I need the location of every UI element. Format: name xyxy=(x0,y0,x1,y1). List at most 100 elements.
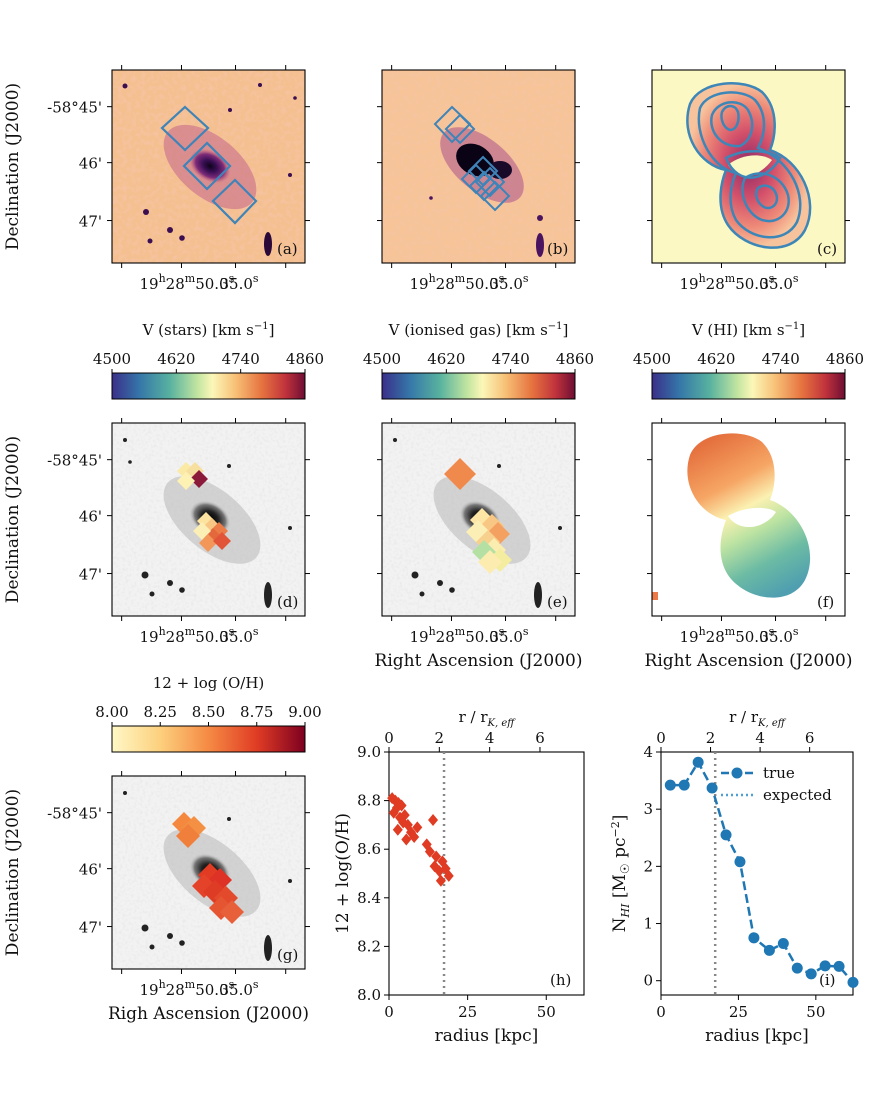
y-tick-label: 8.6 xyxy=(357,840,381,858)
colorbar-labels-2: V (HI) [km s−1] 4500 4620 4740 4860 xyxy=(633,321,864,373)
colorbar-tick-label: 4500 xyxy=(93,350,131,368)
panel-b-galaxy-core xyxy=(456,143,494,177)
ra-tick-label: 35.0s xyxy=(220,978,259,999)
panel-f-gap xyxy=(728,507,776,528)
panel-c-image xyxy=(652,70,845,263)
oh-data-point xyxy=(388,806,399,819)
panel-c-contours xyxy=(686,82,812,249)
colorbar-title: V (ionised gas) [km s−1] xyxy=(388,321,569,339)
ra-tick-label: 35.0s xyxy=(490,272,529,293)
panel-g-oh-diamonds xyxy=(172,812,244,924)
panel-frame xyxy=(381,422,576,617)
ra-axis-label: Right Ascension (J2000) xyxy=(645,651,853,671)
colorbar-tick-label: 4740 xyxy=(222,350,260,368)
hi-data-point xyxy=(692,756,704,768)
oh-data-point xyxy=(443,869,454,882)
oh-data-point xyxy=(431,850,442,863)
y-tick-label: 9.0 xyxy=(357,743,381,761)
panel-b-diamonds xyxy=(433,105,511,212)
colorbar-tick-label: 4620 xyxy=(157,350,195,368)
top-tick-label: 6 xyxy=(535,729,545,747)
x-tick-label: 0 xyxy=(656,1003,666,1021)
ra-tick-label: 19h28m50.0s xyxy=(409,272,504,293)
top-tick-label: 2 xyxy=(435,729,445,747)
hi-data-point xyxy=(678,779,690,791)
colorbar-labels-1: V (ionised gas) [km s−1] 4500 4620 4740 4860 xyxy=(363,321,594,373)
colorbar-title: V (stars) [km s−1] xyxy=(142,321,275,339)
ra-tick-label: 35.0s xyxy=(490,625,529,646)
dec-tick-label: 46' xyxy=(79,155,102,173)
oh-data-point xyxy=(392,823,403,836)
panel-b-stars xyxy=(429,196,544,257)
x-tick-label: 0 xyxy=(384,1003,394,1021)
top-tick-label: 2 xyxy=(706,729,716,747)
colorbar-tick-label: 8.25 xyxy=(144,703,177,721)
panel-frame xyxy=(651,422,846,617)
panel-tag: (a) xyxy=(277,240,298,258)
dec-tick-label: 47' xyxy=(79,919,102,937)
hi-data-point xyxy=(706,782,718,794)
colorbar-3 xyxy=(651,372,846,400)
panel-tag: (d) xyxy=(277,593,298,611)
dec-tick-label: 46' xyxy=(79,508,102,526)
colorbar-tick-label: 4620 xyxy=(427,350,465,368)
ra-axis-label: Righ Ascension (J2000) xyxy=(108,1004,309,1024)
y-tick-label: 4 xyxy=(643,743,653,761)
y-tick-label: 3 xyxy=(643,800,653,818)
colorbar-tick-label: 4860 xyxy=(286,350,324,368)
colorbar-tick-label: 4500 xyxy=(363,350,401,368)
y-tick-label: 0 xyxy=(643,972,653,990)
colorbar-2 xyxy=(381,372,576,400)
dec-axis-label: Declination (J2000) xyxy=(3,436,23,603)
colorbar-tick-label: 4500 xyxy=(633,350,671,368)
panel-g-image xyxy=(112,776,305,969)
hi-data-point xyxy=(664,779,676,791)
ra-tick-label: 19h28m50.0s xyxy=(139,978,234,999)
hi-data-point xyxy=(777,938,789,950)
legend-expected-label: expected xyxy=(763,786,832,804)
oh-data-point xyxy=(396,799,407,812)
dec-tick-label: -58°45' xyxy=(47,452,102,470)
ra-tick-label: 19h28m50.0s xyxy=(139,272,234,293)
panel-frame xyxy=(111,422,306,617)
hi-data-point xyxy=(720,829,732,841)
ra-tick-label: 19h28m50.0s xyxy=(409,625,504,646)
panel-tag: (c) xyxy=(817,240,837,258)
top-tick-label: 6 xyxy=(805,729,815,747)
ra-tick-label: 19h28m50.0s xyxy=(679,625,774,646)
chart-h: 0 25 50 0 2 4 6 r / rK, eff 8.0 8.2 8.4 8.6 8.8 9.0 ra… xyxy=(333,708,585,1046)
map-axes: 19h28m50.0s35.0s-58°45'46'47'Declination… xyxy=(3,65,852,1024)
x-tick-label: 25 xyxy=(458,1003,477,1021)
dec-tick-label: 47' xyxy=(79,213,102,231)
ra-axis-label: Right Ascension (J2000) xyxy=(375,651,583,671)
colorbar-tick-label: 4740 xyxy=(762,350,800,368)
colorbar-title: 12 + log (O/H) xyxy=(153,674,265,692)
hi-data-point xyxy=(833,960,845,972)
oh-data-point xyxy=(435,874,446,887)
colorbar-1 xyxy=(111,372,306,400)
panel-e-stars xyxy=(393,438,562,608)
ra-tick-label: 19h28m50.0s xyxy=(139,625,234,646)
colorbar-texts: V (stars) [km s−1] 4500 4620 4740 4860 V (ion… xyxy=(93,321,864,726)
oh-data-point xyxy=(412,821,423,834)
hi-data-point xyxy=(748,932,760,944)
top-tick-label: 4 xyxy=(755,729,765,747)
x-tick-label: 50 xyxy=(806,1003,825,1021)
panel-c-gap xyxy=(728,155,772,177)
top-axis-label: r / rK, eff xyxy=(729,708,787,729)
panel-b-image xyxy=(382,70,575,263)
ra-tick-label: 35.0s xyxy=(760,272,799,293)
panel-tag: (g) xyxy=(277,946,298,964)
ra-tick-label: 19h28m50.0s xyxy=(679,272,774,293)
y-tick-label: 8.0 xyxy=(357,986,381,1004)
colorbar-tick-label: 8.75 xyxy=(240,703,273,721)
top-tick-label: 0 xyxy=(656,729,666,747)
panel-d-velocity-diamonds xyxy=(177,462,231,552)
oh-data-point xyxy=(424,845,435,858)
panel-tag: (b) xyxy=(547,240,568,258)
